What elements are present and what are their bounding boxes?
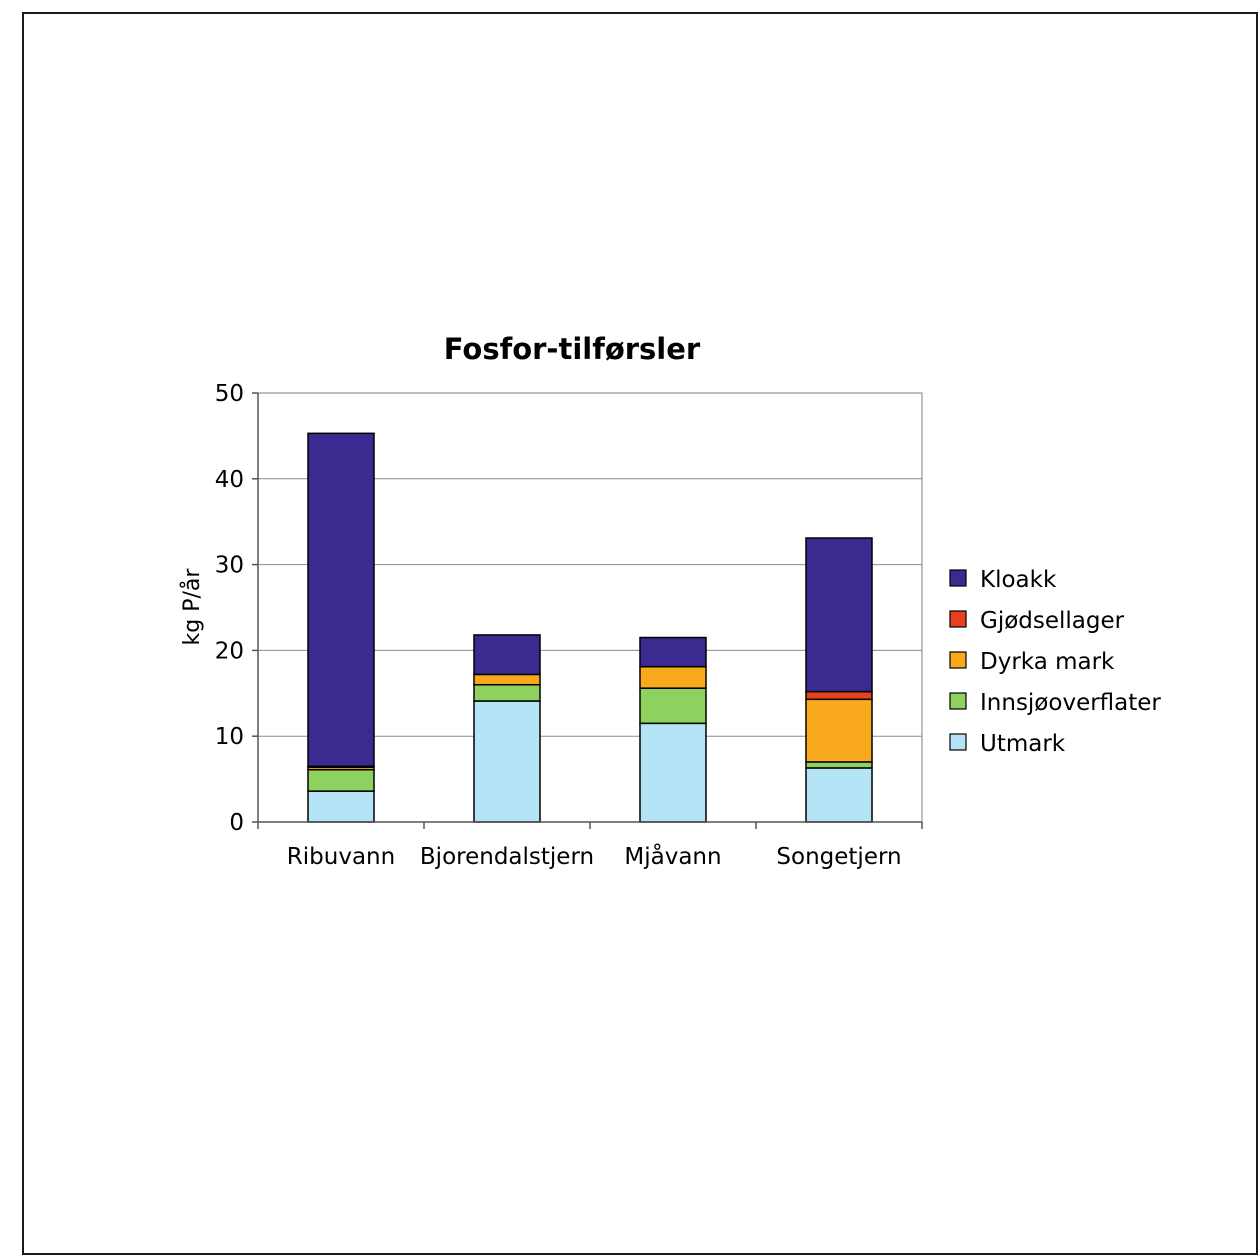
- bar-songetjern-utmark: [805, 767, 873, 823]
- legend-swatch-dyrka-mark: [949, 651, 967, 669]
- y-tick-label: 40: [215, 467, 244, 493]
- bar-mjavann-innsjooverflater: [639, 687, 707, 725]
- y-tick-label: 20: [215, 638, 244, 664]
- bar-ribuvann-kloakk: [307, 432, 375, 767]
- bar-songetjern-gjodsellager: [805, 690, 873, 701]
- legend-label-innsjooverflater: Innsjøoverflater: [980, 690, 1161, 716]
- legend-label-kloakk: Kloakk: [980, 567, 1057, 593]
- bar-mjavann-utmark: [639, 722, 707, 823]
- legend-label-utmark: Utmark: [980, 731, 1066, 757]
- y-tick-label: 0: [229, 810, 244, 836]
- y-tick-label: 30: [215, 553, 244, 579]
- y-tick-label: 10: [215, 724, 244, 750]
- legend-swatch-kloakk: [949, 569, 967, 587]
- bar-bjorendalstjern-dyrka-mark: [473, 673, 541, 686]
- bars: [307, 432, 873, 823]
- legend-label-dyrka-mark: Dyrka mark: [980, 649, 1115, 675]
- x-tick-label: Songetjern: [776, 844, 901, 870]
- bar-bjorendalstjern-utmark: [473, 700, 541, 823]
- legend-swatch-innsjooverflater: [949, 692, 967, 710]
- legend-swatch-gjodsellager: [949, 610, 967, 628]
- x-tick-labels: Ribuvann Bjorendalstjern Mjåvann Songetjern: [257, 822, 923, 870]
- bar-songetjern-innsjooverflater: [805, 761, 873, 769]
- bar-songetjern-kloakk: [805, 537, 873, 693]
- legend: Kloakk Gjødsellager Dyrka mark Innsjøoverfl…: [949, 567, 1161, 757]
- chart-title: Fosfor-tilførsler: [444, 332, 701, 366]
- legend-swatch-utmark: [949, 733, 967, 751]
- bar-songetjern-dyrka-mark: [805, 698, 873, 763]
- y-axis-label: kg P/år: [179, 568, 205, 646]
- x-tick-label: Ribuvann: [287, 844, 395, 870]
- bar-mjavann-kloakk: [639, 636, 707, 668]
- x-tick-label: Bjorendalstjern: [420, 844, 594, 870]
- x-tick-label: Mjåvann: [624, 842, 721, 870]
- bar-ribuvann-utmark: [307, 790, 375, 823]
- bar-mjavann-dyrka-mark: [639, 665, 707, 689]
- y-tick-label: 50: [215, 381, 244, 407]
- page-frame: [22, 12, 1258, 1255]
- bar-ribuvann-innsjooverflater: [307, 768, 375, 792]
- bar-bjorendalstjern-kloakk: [473, 634, 541, 676]
- bar-bjorendalstjern-innsjooverflater: [473, 683, 541, 702]
- legend-label-gjodsellager: Gjødsellager: [980, 608, 1125, 634]
- y-tick-labels: 0 10 20 30 40 50: [215, 381, 258, 836]
